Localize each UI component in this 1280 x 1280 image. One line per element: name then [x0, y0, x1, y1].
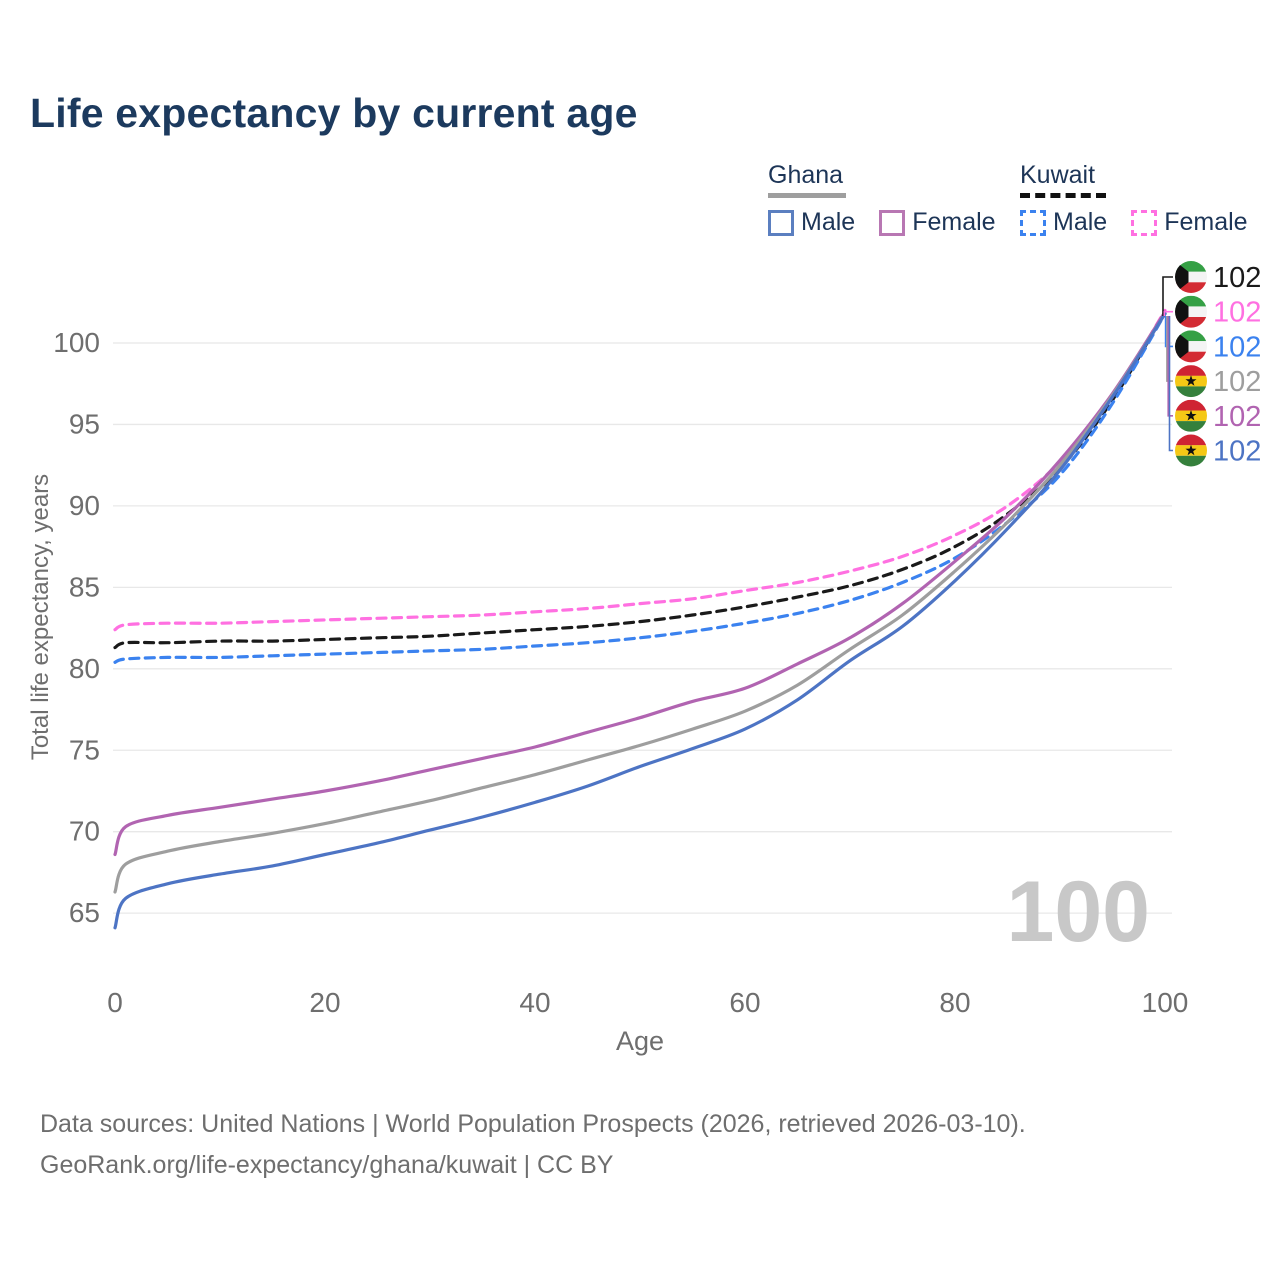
legend-country-kuwait[interactable]: Kuwait	[1020, 161, 1096, 189]
legend-label-kuwait-male: Male	[1053, 208, 1108, 236]
legend-group-ghana: Ghana Male Female	[768, 161, 996, 237]
series-line-ghana-female[interactable]	[113, 310, 1167, 857]
kuwait-female-swatch-icon	[1131, 209, 1158, 236]
leader-line-2	[1164, 316, 1173, 348]
legend-item-ghana-female[interactable]: Female	[879, 208, 996, 237]
x-tick-80: 80	[939, 987, 970, 1018]
y-tick-100: 100	[53, 327, 100, 358]
x-axis-title: Age	[616, 1026, 664, 1056]
x-tick-0: 0	[107, 987, 123, 1018]
legend-group-kuwait: Kuwait Male Female	[1020, 161, 1248, 237]
ghana-line-style-key	[768, 193, 846, 198]
leader-line-3	[1166, 316, 1173, 382]
series-line-ghana-male[interactable]	[113, 312, 1167, 930]
y-tick-85: 85	[69, 571, 100, 602]
y-axis-title: Total life expectancy, years	[27, 474, 54, 760]
legend-country-ghana[interactable]: Ghana	[768, 161, 844, 189]
ghana-flag-icon	[1175, 365, 1207, 398]
y-tick-65: 65	[69, 897, 100, 928]
ghana-flag-icon	[1175, 434, 1207, 467]
page-title: Life expectancy by current age	[30, 90, 638, 136]
x-tick-40: 40	[519, 987, 550, 1018]
series-line-kuwait-female[interactable]	[113, 308, 1167, 632]
series-line-kuwait-male[interactable]	[113, 312, 1167, 664]
legend-item-kuwait-male[interactable]: Male	[1020, 208, 1107, 237]
legend-item-ghana-male[interactable]: Male	[768, 208, 855, 237]
leader-line-1	[1163, 310, 1173, 316]
end-label-ghana: 102	[1213, 366, 1261, 398]
legend-item-kuwait-female[interactable]: Female	[1131, 208, 1248, 237]
kuwait-flag-icon	[1175, 330, 1207, 363]
end-label-ghana-female: 102	[1213, 401, 1261, 433]
ghana-male-swatch-icon	[768, 209, 794, 236]
legend-label-ghana-male: Male	[801, 208, 856, 236]
y-tick-70: 70	[69, 816, 100, 847]
kuwait-male-swatch-icon	[1020, 209, 1046, 236]
line-chart: 65 70 75 80 85 90 95 100 0 20 40 60 80 100 Age Total li…	[27, 261, 1261, 1056]
y-tick-80: 80	[69, 653, 100, 684]
kuwait-flag-icon	[1175, 261, 1207, 293]
ghana-flag-icon	[1175, 399, 1207, 432]
x-tick-60: 60	[729, 987, 760, 1018]
end-label-kuwait: 102	[1213, 262, 1261, 294]
end-label-ghana-male: 102	[1213, 436, 1261, 468]
kuwait-line-style-key	[1020, 193, 1106, 198]
y-tick-90: 90	[69, 490, 100, 521]
source-line-2[interactable]: GeoRank.org/life-expectancy/ghana/kuwait…	[40, 1151, 614, 1179]
end-label-kuwait-male: 102	[1213, 331, 1261, 363]
leader-line-4	[1167, 316, 1173, 417]
series-line-kuwait[interactable]	[113, 310, 1167, 650]
source-line-1: Data sources: United Nations | World Pop…	[40, 1110, 1026, 1138]
x-tick-20: 20	[309, 987, 340, 1018]
series-line-ghana[interactable]	[113, 312, 1167, 894]
leader-line-5	[1168, 316, 1173, 452]
age-counter-watermark: 100	[1007, 864, 1151, 960]
y-tick-75: 75	[69, 734, 100, 765]
end-label-kuwait-female: 102	[1213, 297, 1261, 329]
ghana-female-swatch-icon	[879, 209, 906, 236]
legend-label-kuwait-female: Female	[1164, 208, 1248, 236]
kuwait-flag-icon	[1175, 295, 1207, 328]
legend-label-ghana-female: Female	[912, 208, 996, 236]
x-tick-100: 100	[1142, 987, 1189, 1018]
y-tick-95: 95	[69, 408, 100, 439]
leader-line-0	[1162, 276, 1173, 316]
data-source-note: Data sources: United Nations | World Pop…	[40, 1104, 1026, 1186]
